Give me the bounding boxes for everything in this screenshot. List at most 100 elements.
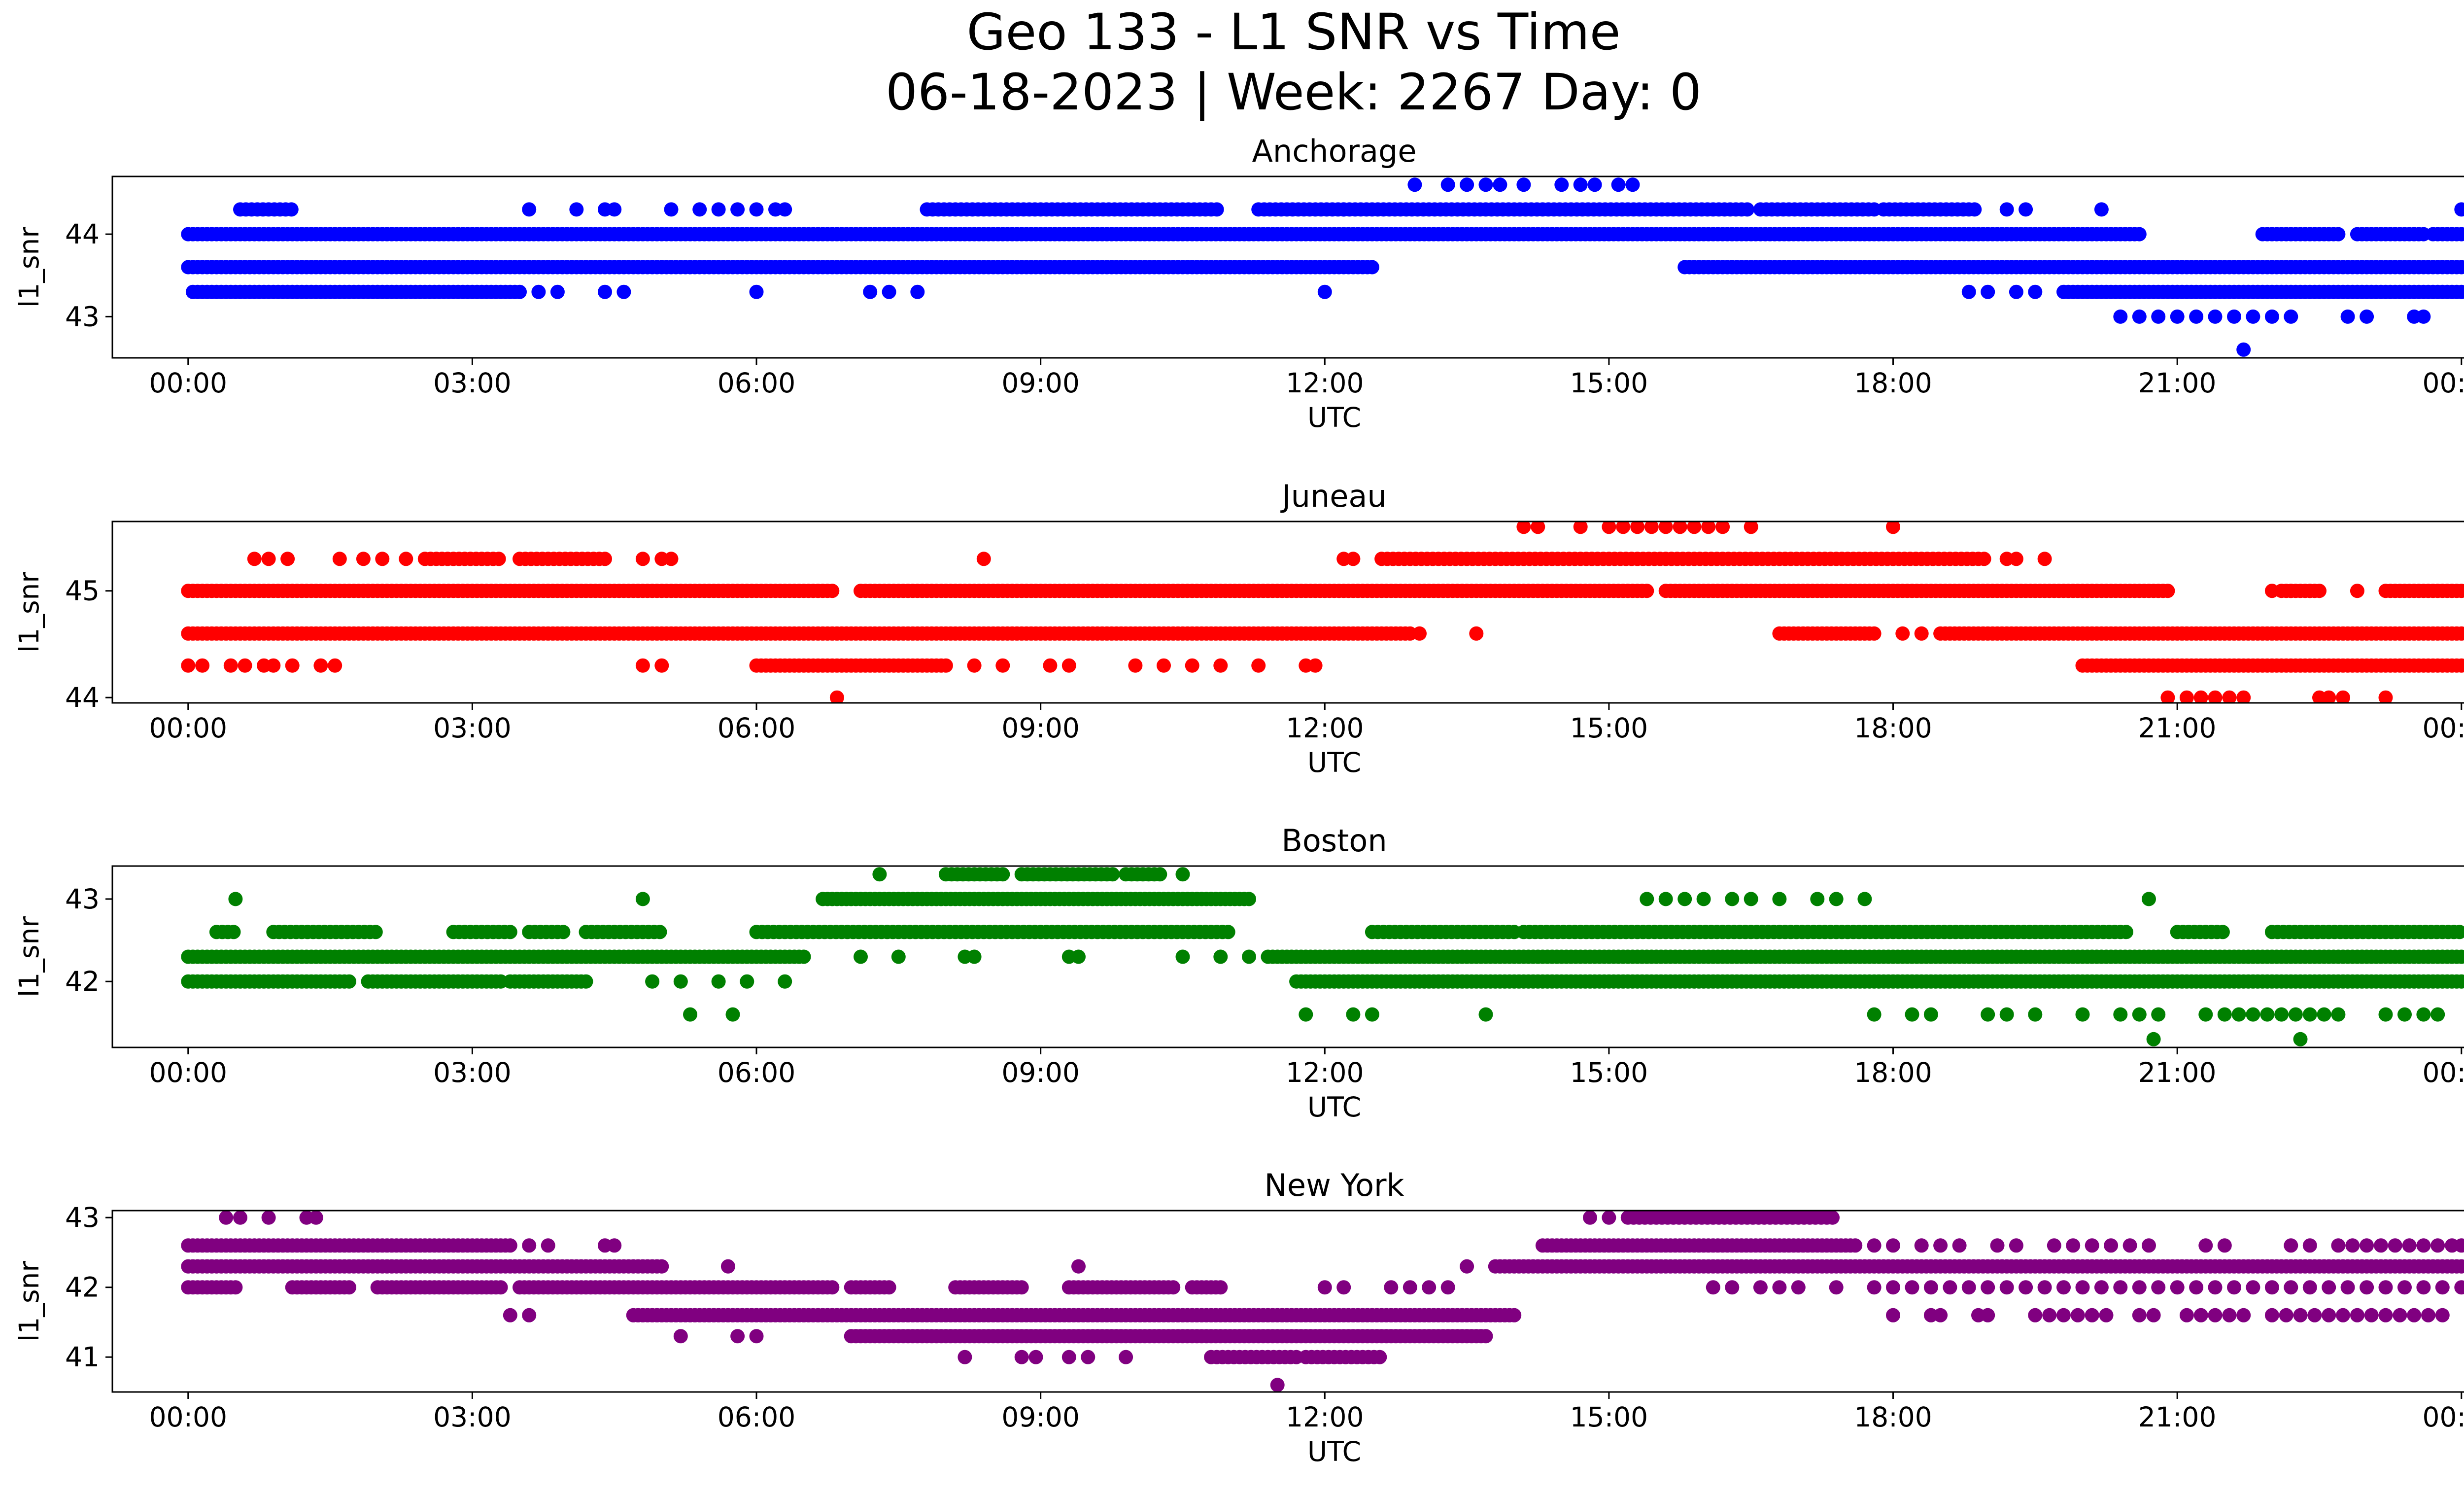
data-point <box>778 974 792 989</box>
data-point <box>2246 1280 2260 1295</box>
data-point <box>342 974 356 989</box>
data-point <box>1772 1280 1787 1295</box>
data-point <box>2132 1280 2147 1295</box>
series-points <box>181 177 2464 357</box>
data-point <box>720 1259 735 1274</box>
data-point <box>2193 690 2208 703</box>
x-tick-label: 12:00 <box>1286 712 1364 744</box>
x-tick-label: 21:00 <box>2138 1401 2217 1433</box>
data-point <box>2336 690 2350 703</box>
data-point <box>2151 1007 2166 1022</box>
data-point <box>2142 892 2156 906</box>
data-point <box>2208 1280 2223 1295</box>
data-point <box>740 974 754 989</box>
figure-title-line2: 06-18-2023 | Week: 2267 Day: 0 <box>886 63 1702 122</box>
data-point <box>2430 1007 2445 1022</box>
data-point <box>1071 949 1086 964</box>
data-point <box>2142 1238 2156 1253</box>
y-tick-label: 43 <box>65 883 100 915</box>
data-point <box>2085 1238 2099 1253</box>
data-point <box>261 552 276 566</box>
data-point <box>2284 584 2298 598</box>
data-point <box>2070 1308 2085 1322</box>
data-point <box>967 949 982 964</box>
data-point <box>1573 177 1588 192</box>
data-point <box>2340 309 2355 324</box>
data-point <box>1175 867 1190 882</box>
data-point <box>1625 177 1640 192</box>
data-point <box>1744 892 1758 906</box>
data-point <box>2113 309 2128 324</box>
data-point <box>1299 1007 1313 1022</box>
data-point <box>910 284 925 299</box>
data-point <box>1478 1007 1493 1022</box>
data-point <box>2360 1238 2374 1253</box>
data-point <box>503 1308 517 1322</box>
data-point <box>2274 1007 2289 1022</box>
data-point <box>550 284 565 299</box>
data-point <box>967 658 982 673</box>
x-tick-label: 03:00 <box>433 712 512 744</box>
data-point <box>2179 1308 2194 1322</box>
data-point <box>1867 626 1882 641</box>
data-point <box>1905 1280 1919 1295</box>
data-point <box>1365 1007 1379 1022</box>
data-point <box>635 552 650 566</box>
data-point <box>1081 1350 1095 1364</box>
data-point <box>2388 1238 2402 1253</box>
data-point <box>2407 1308 2422 1322</box>
data-point <box>1616 522 1631 534</box>
data-point <box>1990 1238 2005 1253</box>
data-point <box>1507 1308 1522 1322</box>
data-point <box>332 552 347 566</box>
data-point <box>2198 1007 2213 1022</box>
axes-frame <box>111 865 2464 1048</box>
data-point <box>607 202 622 217</box>
data-point <box>1981 284 1995 299</box>
data-point <box>664 202 679 217</box>
data-point <box>1981 1280 1995 1295</box>
data-point <box>1346 1007 1361 1022</box>
data-point <box>2236 342 2251 357</box>
x-tick-label: 15:00 <box>1570 367 1648 399</box>
data-point <box>1185 658 1199 673</box>
data-point <box>2402 1238 2417 1253</box>
x-tick-label: 09:00 <box>1001 712 1080 744</box>
data-point <box>1905 1007 1919 1022</box>
data-point <box>635 892 650 906</box>
data-point <box>280 552 295 566</box>
data-point <box>2317 1007 2331 1022</box>
data-point <box>829 690 844 703</box>
data-point <box>541 1238 555 1253</box>
data-point <box>2056 1308 2071 1322</box>
data-point <box>616 284 631 299</box>
data-point <box>2146 1308 2161 1322</box>
data-point <box>1715 522 1730 534</box>
data-point <box>1602 522 1616 534</box>
data-point <box>1867 1007 1882 1022</box>
data-point <box>1848 1238 1863 1253</box>
data-point <box>2331 227 2346 242</box>
data-point <box>1128 658 1143 673</box>
data-point <box>1153 867 1167 882</box>
data-point <box>825 1280 840 1295</box>
data-point <box>2260 1007 2275 1022</box>
data-point <box>1914 1238 1929 1253</box>
data-point <box>328 658 342 673</box>
data-point <box>2302 1007 2317 1022</box>
data-point <box>664 552 679 566</box>
data-point <box>2331 1238 2346 1253</box>
data-point <box>2231 1007 2246 1022</box>
data-point <box>1825 1211 1840 1225</box>
data-point <box>1706 1280 1720 1295</box>
data-point <box>1829 892 1844 906</box>
data-point <box>2264 1280 2279 1295</box>
data-point <box>503 1238 517 1253</box>
data-point <box>1242 892 1256 906</box>
data-point <box>1886 1238 1900 1253</box>
data-point <box>2373 1238 2388 1253</box>
x-tick-label: 00:00 <box>149 712 228 744</box>
data-point <box>233 1211 247 1225</box>
data-point <box>1687 522 1702 534</box>
